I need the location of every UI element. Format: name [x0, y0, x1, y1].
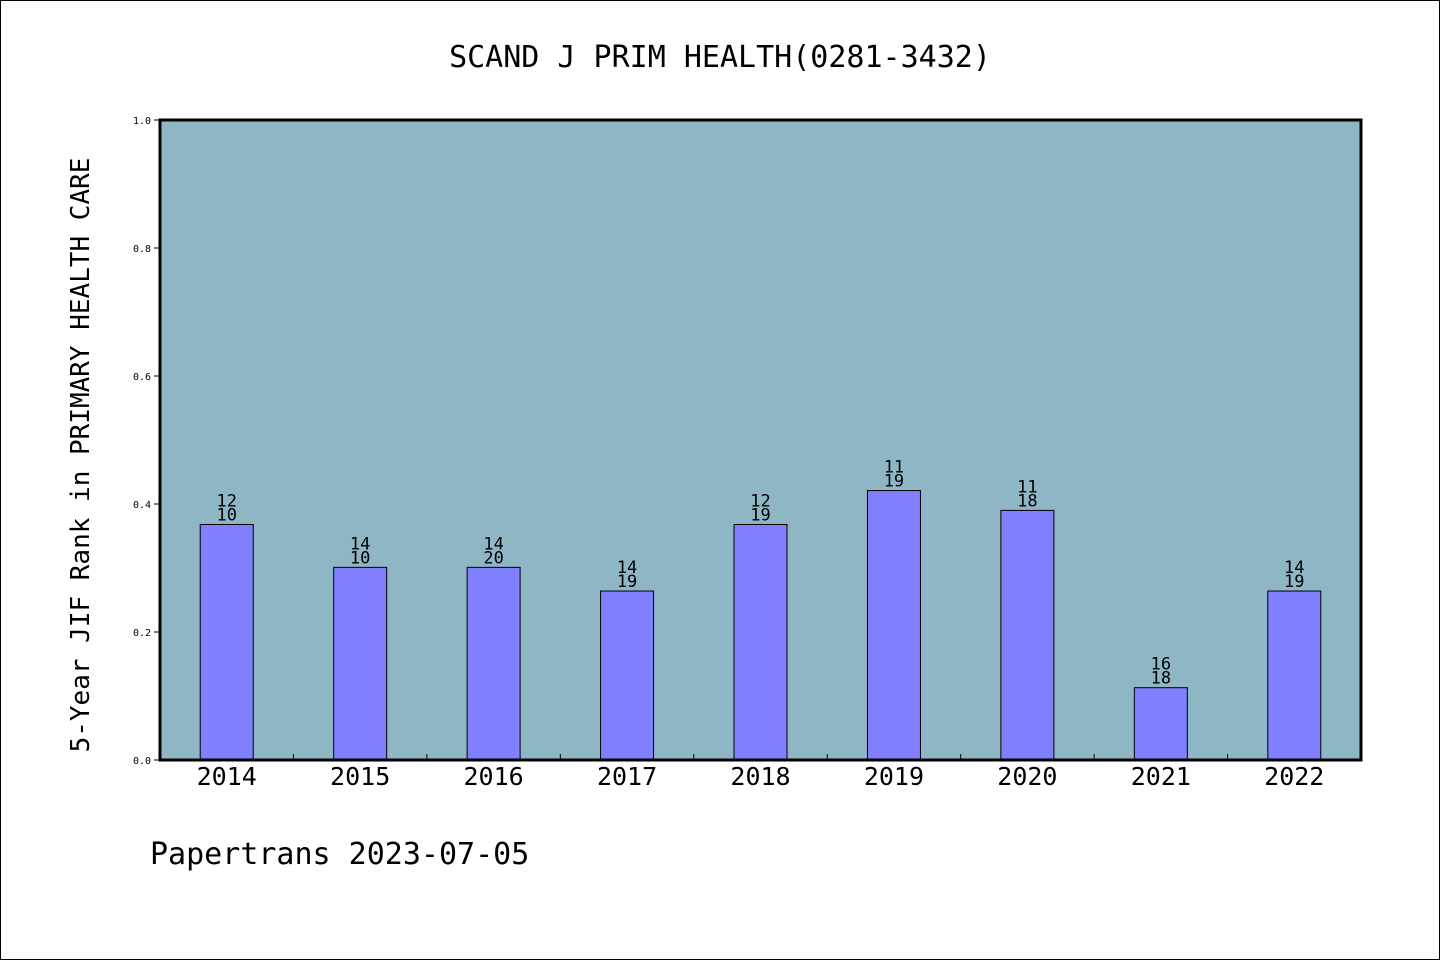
x-tick-label: 2016: [464, 762, 524, 791]
x-tick-label: 2021: [1131, 762, 1191, 791]
y-axis: 0.0 0.2 0.4 0.6 0.8 1.0: [133, 116, 160, 767]
bar-label-bottom: 18: [1151, 669, 1171, 689]
x-tick-label: 2020: [997, 762, 1057, 791]
bar-2017: [600, 590, 655, 761]
y-tick-label: 0.8: [133, 244, 151, 255]
bar-label-top: 14: [1284, 558, 1304, 578]
bar-2020: [1000, 509, 1055, 761]
bar-2018: [733, 523, 788, 761]
chart-title: SCAND J PRIM HEALTH(0281-3432): [449, 40, 991, 75]
y-tick-label: 0.4: [133, 500, 151, 511]
bar-label-top: 14: [617, 558, 637, 578]
bar-2021: [1133, 687, 1188, 761]
bar-label-bottom: 19: [1284, 572, 1304, 592]
bar-label-bottom: 10: [216, 505, 236, 525]
bar-label-bottom: 10: [350, 548, 370, 568]
x-tick-label: 2018: [730, 762, 790, 791]
bar-label-bottom: 19: [884, 472, 904, 492]
y-axis-label: 5-Year JIF Rank in PRIMARY HEALTH CARE: [66, 158, 96, 753]
bar-label-top: 14: [483, 534, 503, 554]
y-tick-label: 0.6: [133, 372, 151, 383]
bar-2022: [1267, 590, 1322, 761]
bar-label-bottom: 18: [1017, 491, 1037, 511]
plot-border: [158, 118, 1363, 762]
bar-2019: [866, 490, 921, 761]
bar-label-top: 11: [1017, 477, 1037, 497]
y-tick-label: 0.2: [133, 628, 151, 639]
bar-label-bottom: 20: [483, 548, 503, 568]
x-tick-label: 2015: [330, 762, 390, 791]
bar-label-bottom: 19: [617, 572, 637, 592]
bar-label-bottom: 19: [750, 505, 770, 525]
bar-label-top: 14: [350, 534, 370, 554]
bar-2016: [466, 566, 521, 761]
bar-label-top: 12: [750, 491, 770, 511]
x-tick-label: 2017: [597, 762, 657, 791]
x-tick-label: 2022: [1264, 762, 1324, 791]
bar-label-top: 12: [216, 491, 236, 511]
x-axis: 2014 2015 2016 2017 2018 2019 2020 2021 2022: [197, 754, 1324, 791]
bar-2014: [199, 523, 254, 761]
footer-source-date: Papertrans 2023-07-05: [150, 837, 529, 872]
bar-label-top: 16: [1151, 655, 1171, 675]
y-tick-label: 0.0: [133, 756, 151, 767]
x-tick-label: 2014: [197, 762, 257, 791]
bars-group: [199, 490, 1322, 761]
bar-label-top: 11: [884, 458, 904, 478]
bar-2015: [333, 566, 388, 761]
x-tick-label: 2019: [864, 762, 924, 791]
y-tick-label: 1.0: [133, 116, 151, 127]
